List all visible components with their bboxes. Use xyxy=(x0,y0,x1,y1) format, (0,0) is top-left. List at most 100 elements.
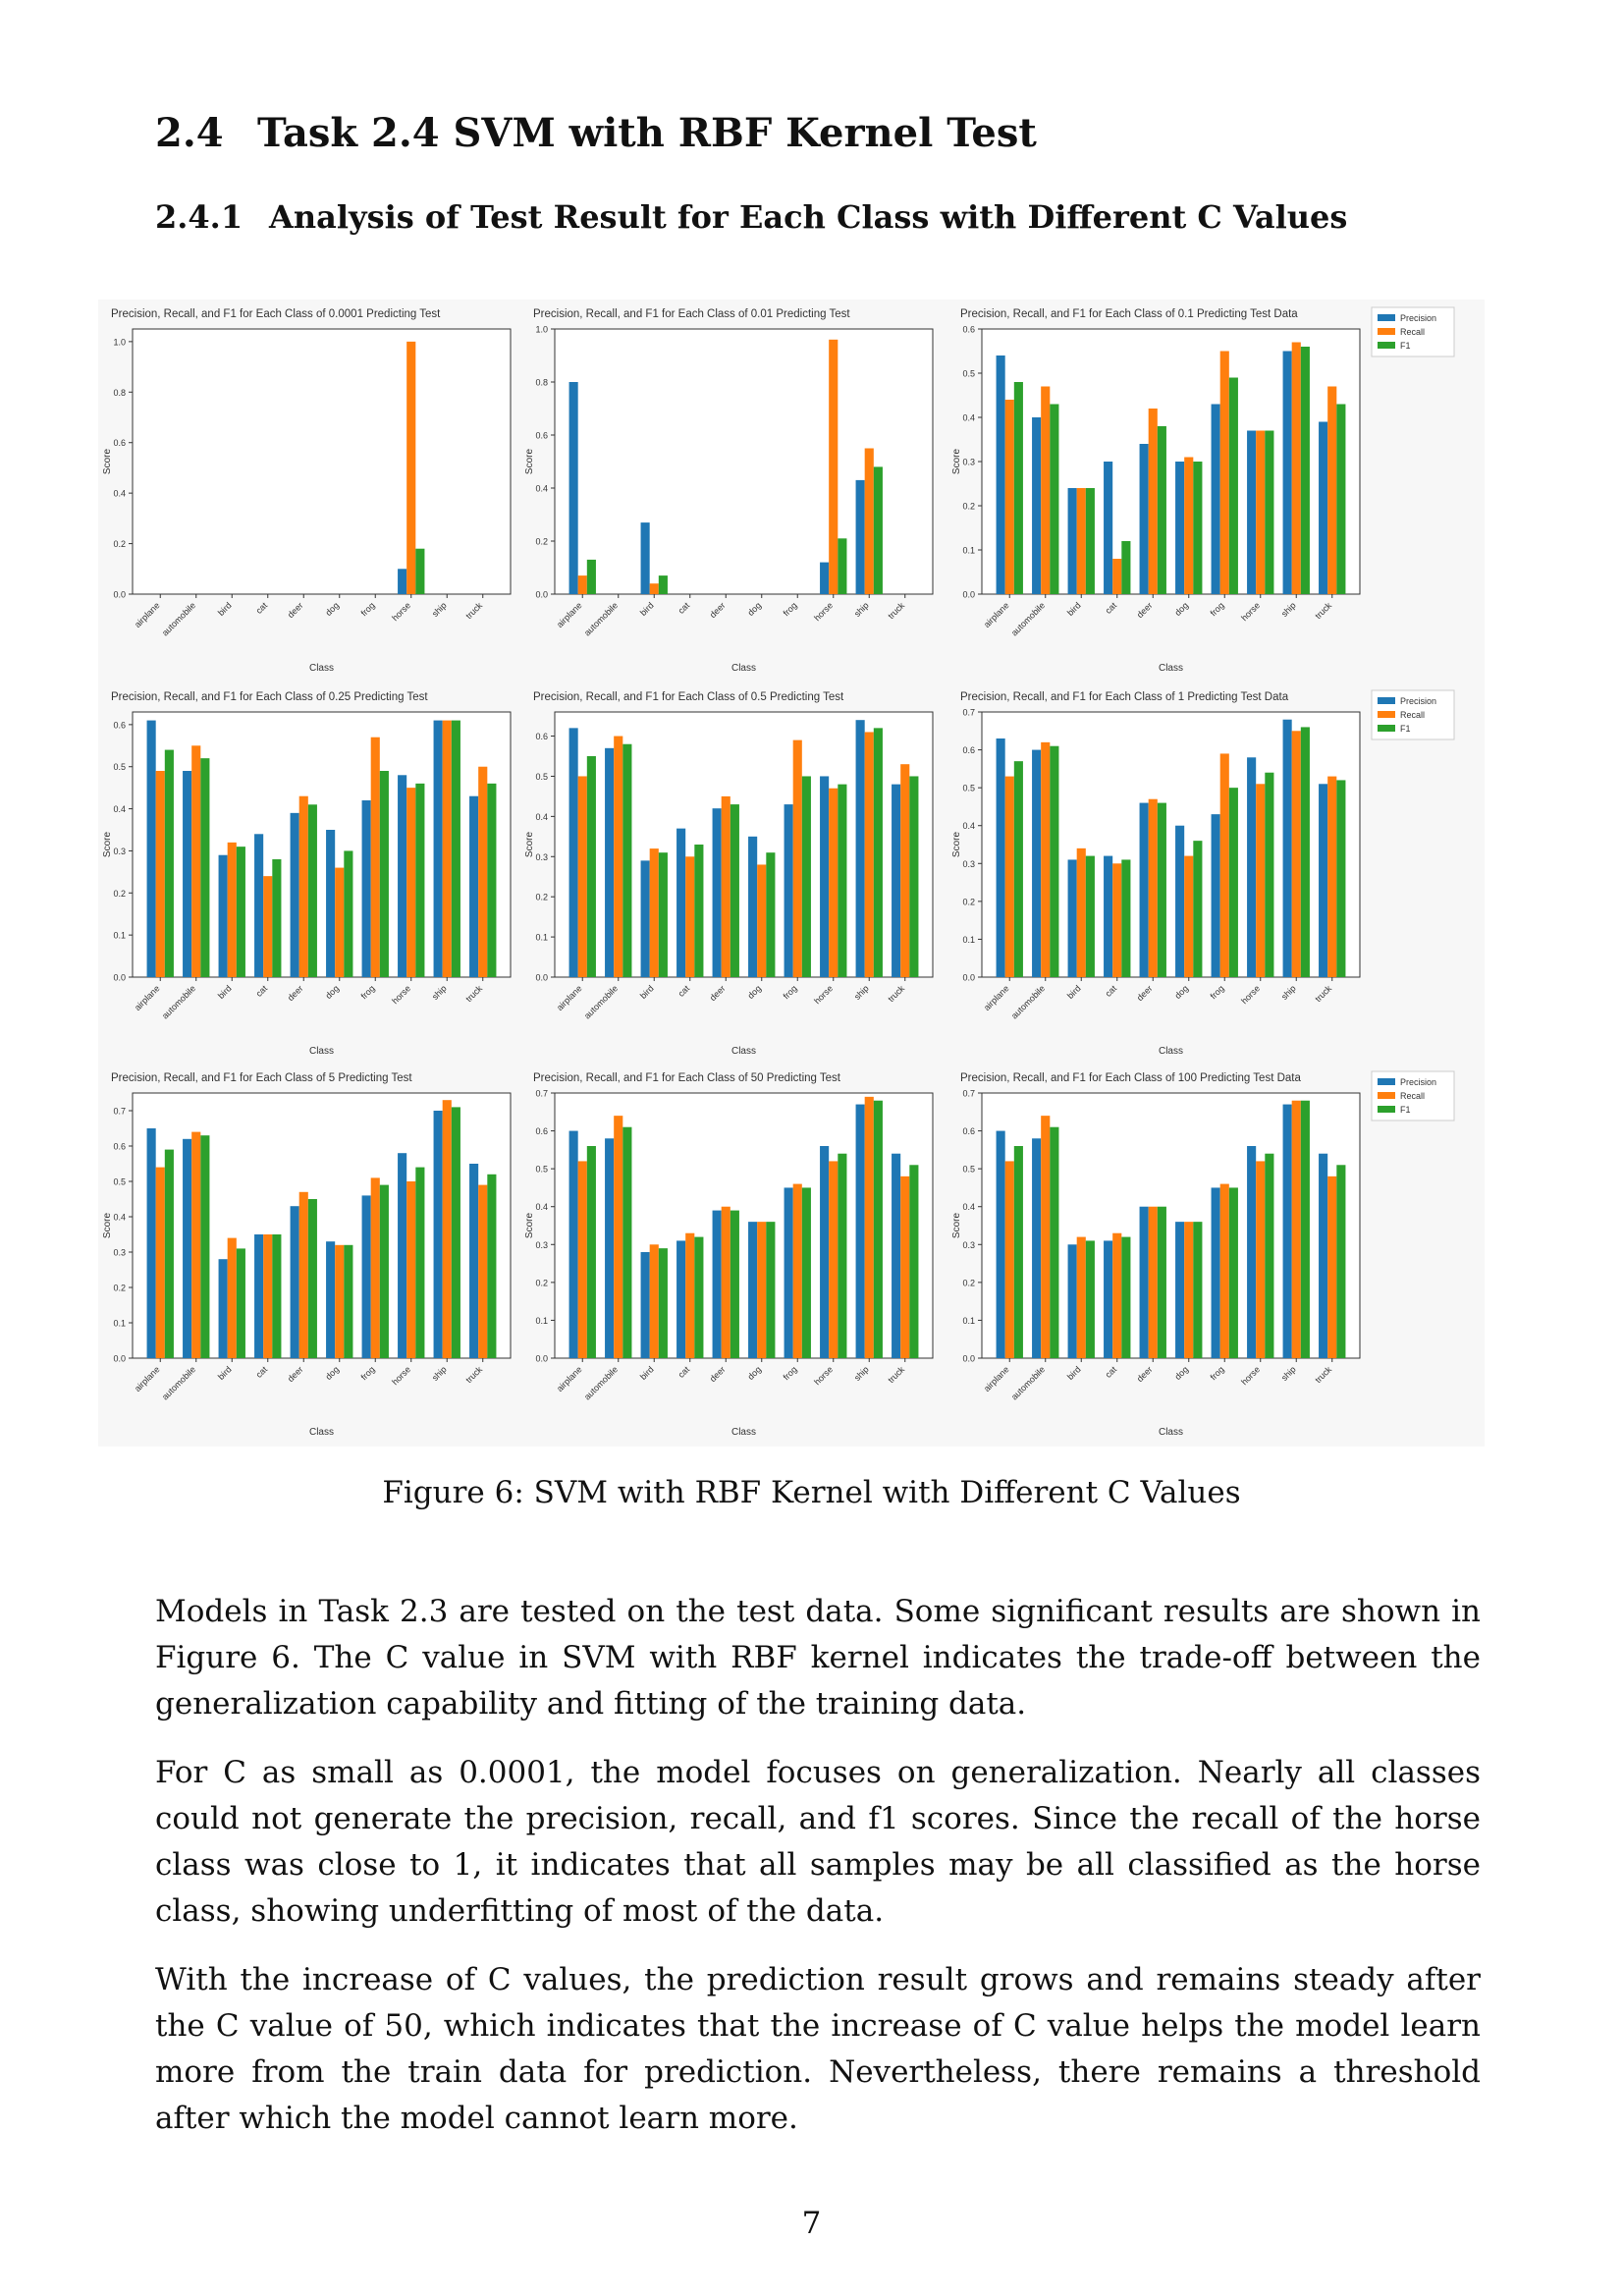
bar-f1-bird xyxy=(236,1248,245,1358)
bar-f1-horse xyxy=(1265,772,1274,977)
x-tick-label: airplane xyxy=(555,600,584,629)
y-axis-label: Score xyxy=(951,1213,962,1239)
y-tick-label: 0.4 xyxy=(535,1202,548,1212)
bar-f1-truck xyxy=(487,783,497,977)
bar-f1-horse xyxy=(838,784,847,977)
x-tick-label: cat xyxy=(676,1364,692,1380)
bar-precision-cat xyxy=(676,1240,686,1358)
bar-recall-deer xyxy=(298,795,308,977)
x-tick-label: deer xyxy=(286,1364,305,1384)
bar-f1-ship xyxy=(873,728,883,977)
bar-f1-dog xyxy=(766,1222,776,1358)
bar-precision-cat xyxy=(676,828,686,977)
y-tick-label: 0.3 xyxy=(962,458,975,467)
bar-recall-automobile xyxy=(1041,741,1051,977)
x-tick-label: airplane xyxy=(982,600,1011,629)
y-tick-label: 0.2 xyxy=(535,537,548,547)
chart-title: Precision, Recall, and F1 for Each Class… xyxy=(533,691,844,703)
y-tick-label: 0.6 xyxy=(962,1126,975,1136)
legend-swatch-f1 xyxy=(1378,1106,1395,1113)
y-tick-label: 0.2 xyxy=(113,539,126,549)
bar-recall-airplane xyxy=(577,776,587,977)
x-tick-label: deer xyxy=(708,600,728,620)
x-axis-label: Class xyxy=(309,1046,334,1057)
x-tick-label: automobile xyxy=(160,600,197,637)
bar-recall-dog xyxy=(1184,1222,1194,1358)
x-tick-label: truck xyxy=(886,1364,906,1385)
bar-precision-bird xyxy=(1067,859,1077,977)
x-tick-label: bird xyxy=(216,983,234,1001)
bar-precision-horse xyxy=(398,569,407,594)
bar-precision-cat xyxy=(254,1234,264,1358)
x-tick-label: cat xyxy=(1104,600,1119,616)
bar-precision-deer xyxy=(290,1206,299,1358)
bar-recall-horse xyxy=(406,341,416,594)
x-tick-label: truck xyxy=(463,600,484,621)
x-tick-label: airplane xyxy=(982,1364,1011,1394)
x-tick-label: ship xyxy=(852,1364,871,1383)
y-tick-label: 0.6 xyxy=(113,720,126,730)
bar-precision-airplane xyxy=(146,1128,156,1358)
bar-f1-ship xyxy=(1300,347,1310,594)
x-tick-label: cat xyxy=(1104,1364,1119,1380)
y-tick-label: 0.2 xyxy=(113,1284,126,1293)
bar-f1-automobile xyxy=(1050,1126,1059,1358)
bar-recall-deer xyxy=(721,795,730,977)
bar-precision-horse xyxy=(398,1153,407,1358)
y-tick-label: 0.4 xyxy=(113,1213,126,1223)
bar-precision-ship xyxy=(433,1111,443,1358)
bar-precision-airplane xyxy=(146,720,156,977)
chart-legend: Precision Recall F1 xyxy=(1371,689,1455,740)
y-axis-label: Score xyxy=(951,449,962,475)
bar-precision-truck xyxy=(1319,784,1328,977)
bar-f1-automobile xyxy=(200,1135,210,1358)
bar-f1-airplane xyxy=(164,749,174,977)
bar-precision-bird xyxy=(640,522,650,594)
x-tick-label: horse xyxy=(390,983,412,1006)
bar-precision-ship xyxy=(855,720,865,977)
x-tick-label: dog xyxy=(1172,983,1190,1001)
bar-precision-horse xyxy=(820,776,830,977)
y-tick-label: 0.1 xyxy=(962,935,975,945)
x-tick-label: cat xyxy=(254,600,270,616)
bar-recall-frog xyxy=(1219,753,1229,977)
bar-f1-ship xyxy=(1300,727,1310,977)
y-tick-label: 0.6 xyxy=(962,325,975,335)
x-tick-label: cat xyxy=(254,983,270,999)
chart-title: Precision, Recall, and F1 for Each Class… xyxy=(960,308,1298,320)
legend-label-recall: Recall xyxy=(1400,327,1425,337)
bar-f1-frog xyxy=(801,1187,811,1358)
bar-f1-automobile xyxy=(1050,404,1059,594)
x-tick-label: dog xyxy=(323,600,341,618)
y-tick-label: 0.2 xyxy=(962,502,975,512)
bar-f1-ship xyxy=(873,1100,883,1358)
bar-precision-frog xyxy=(784,804,793,977)
y-tick-label: 0.5 xyxy=(535,772,548,782)
bar-precision-truck xyxy=(892,1153,901,1358)
bar-f1-horse xyxy=(415,1167,425,1358)
x-tick-label: automobile xyxy=(1009,983,1047,1020)
bar-recall-bird xyxy=(1076,488,1086,594)
bar-precision-ship xyxy=(433,720,443,977)
chart-c-100: Precision, Recall, and F1 for Each Class… xyxy=(951,1070,1455,1438)
y-tick-label: 0.5 xyxy=(113,762,126,772)
bar-precision-horse xyxy=(1247,430,1257,594)
legend-label-recall: Recall xyxy=(1400,1091,1425,1101)
bar-recall-airplane xyxy=(1004,1161,1014,1358)
figure-6: Precision, Recall, and F1 for Each Class… xyxy=(98,300,1485,1447)
bar-precision-bird xyxy=(1067,488,1077,594)
bar-precision-dog xyxy=(1175,462,1185,594)
x-tick-label: automobile xyxy=(1009,1364,1047,1401)
bar-recall-truck xyxy=(1327,386,1337,594)
x-tick-label: frog xyxy=(782,983,799,1001)
bar-precision-frog xyxy=(361,800,371,977)
bar-f1-ship xyxy=(451,720,460,977)
bar-recall-dog xyxy=(757,1222,767,1358)
bar-recall-horse xyxy=(1256,784,1266,977)
bar-recall-bird xyxy=(227,842,237,977)
subsection-number: 2.4.1 xyxy=(155,198,243,236)
bar-f1-horse xyxy=(415,783,425,977)
chart-c-0.5: Precision, Recall, and F1 for Each Class… xyxy=(524,691,934,1057)
bar-f1-bird xyxy=(1085,855,1095,977)
y-tick-label: 0.3 xyxy=(962,1240,975,1250)
